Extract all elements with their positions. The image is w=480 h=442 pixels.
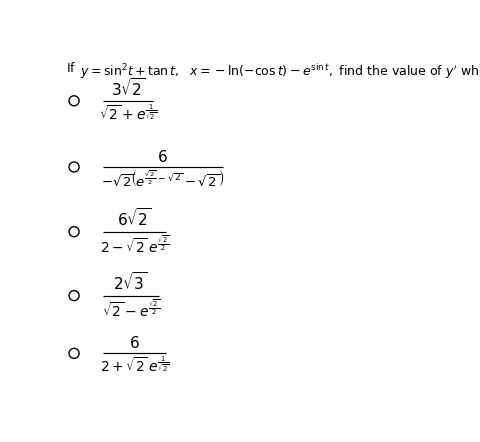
Text: $6$: $6$ — [129, 335, 140, 351]
Text: $6\sqrt{2}$: $6\sqrt{2}$ — [117, 207, 152, 229]
Text: $y=\sin^2\!t+\tan t,\ \ x=-\ln(-\cos t)-e^{\sin t},$$\ \mathrm{find\ the\ value\: $y=\sin^2\!t+\tan t,\ \ x=-\ln(-\cos t)-… — [79, 61, 480, 85]
Text: $\sqrt{2}-e^{\frac{\sqrt{2}}{2}}$: $\sqrt{2}-e^{\frac{\sqrt{2}}{2}}$ — [101, 298, 159, 320]
Text: $\mathrm{If}\ $: $\mathrm{If}\ $ — [65, 61, 76, 75]
Text: $2\sqrt{3}$: $2\sqrt{3}$ — [113, 271, 148, 293]
Text: $-\sqrt{2}\!\left(e^{\frac{\sqrt{2}}{2}-\sqrt{2}}-\sqrt{2}\right)$: $-\sqrt{2}\!\left(e^{\frac{\sqrt{2}}{2}-… — [101, 169, 224, 189]
Text: $\sqrt{2}+e^{\frac{1}{\sqrt{2}}}$: $\sqrt{2}+e^{\frac{1}{\sqrt{2}}}$ — [99, 103, 156, 122]
Text: $2+\sqrt{2}\,e^{\frac{1}{\sqrt{2}}}$: $2+\sqrt{2}\,e^{\frac{1}{\sqrt{2}}}$ — [100, 356, 169, 375]
Text: $6$: $6$ — [157, 149, 168, 165]
Text: $2-\sqrt{2}\,e^{\frac{\sqrt{2}}{2}}$: $2-\sqrt{2}\,e^{\frac{\sqrt{2}}{2}}$ — [100, 234, 169, 256]
Text: $3\sqrt{2}$: $3\sqrt{2}$ — [110, 76, 145, 99]
